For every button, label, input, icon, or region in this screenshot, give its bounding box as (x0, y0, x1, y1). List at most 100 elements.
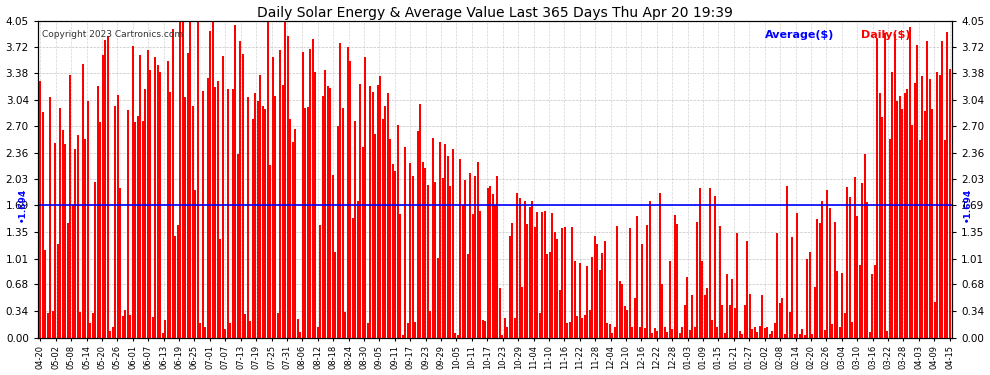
Bar (345, 312, 346, 338)
Bar (941, 41, 943, 338)
Bar (814, 288, 816, 338)
Bar (202, 91, 204, 338)
Bar (145, 89, 147, 338)
Bar (774, 323, 776, 338)
Bar (824, 330, 826, 338)
Bar (524, 201, 526, 338)
Bar (140, 55, 142, 338)
Bar (384, 106, 386, 338)
Text: Daily($): Daily($) (860, 30, 910, 40)
Bar (451, 149, 453, 338)
Bar (686, 278, 688, 338)
Bar (879, 93, 881, 338)
Bar (534, 227, 536, 338)
Bar (629, 228, 631, 338)
Bar (314, 72, 316, 338)
Bar (746, 242, 748, 338)
Bar (881, 117, 883, 338)
Bar (809, 252, 811, 338)
Bar (79, 312, 81, 338)
Bar (742, 334, 743, 338)
Bar (374, 134, 376, 338)
Bar (591, 257, 593, 338)
Bar (866, 202, 868, 338)
Bar (414, 322, 416, 338)
Bar (489, 186, 491, 338)
Bar (47, 313, 49, 338)
Bar (546, 254, 548, 338)
Bar (119, 188, 121, 338)
Bar (337, 126, 339, 338)
Bar (556, 239, 558, 338)
Bar (159, 72, 161, 338)
Bar (442, 178, 444, 338)
Bar (948, 69, 950, 338)
Bar (309, 49, 311, 338)
Bar (147, 51, 148, 338)
Bar (559, 290, 561, 338)
Bar (304, 108, 306, 338)
Bar (240, 41, 242, 338)
Bar (566, 324, 568, 338)
Bar (97, 86, 99, 338)
Bar (342, 108, 344, 338)
Bar (896, 100, 898, 338)
Bar (537, 212, 539, 338)
Bar (804, 335, 806, 338)
Bar (235, 25, 237, 338)
Bar (259, 75, 261, 338)
Bar (64, 144, 66, 338)
Bar (456, 335, 458, 338)
Bar (249, 321, 251, 338)
Text: •1.694: •1.694 (963, 188, 972, 222)
Bar (486, 188, 488, 338)
Bar (102, 55, 104, 338)
Bar (307, 107, 309, 338)
Bar (717, 327, 719, 338)
Bar (412, 176, 414, 338)
Bar (399, 214, 401, 338)
Bar (863, 154, 865, 338)
Bar (376, 85, 378, 338)
Bar (284, 21, 286, 338)
Bar (174, 236, 176, 338)
Bar (149, 70, 151, 338)
Bar (609, 324, 611, 338)
Bar (45, 250, 47, 338)
Bar (351, 218, 353, 338)
Bar (674, 215, 676, 338)
Bar (596, 244, 598, 338)
Bar (748, 294, 750, 338)
Bar (349, 61, 351, 338)
Bar (359, 84, 361, 338)
Bar (137, 116, 139, 338)
Bar (72, 206, 74, 338)
Bar (104, 40, 106, 338)
Bar (946, 33, 948, 338)
Bar (519, 198, 521, 338)
Bar (669, 261, 671, 338)
Title: Daily Solar Energy & Average Value Last 365 Days Thu Apr 20 19:39: Daily Solar Energy & Average Value Last … (257, 6, 733, 20)
Bar (943, 140, 945, 338)
Bar (369, 86, 371, 338)
Bar (648, 201, 650, 338)
Bar (642, 244, 644, 338)
Bar (230, 324, 232, 338)
Bar (189, 21, 191, 338)
Bar (242, 54, 244, 338)
Bar (579, 263, 581, 338)
Bar (627, 310, 629, 338)
Bar (256, 100, 258, 338)
Bar (889, 139, 891, 338)
Bar (624, 306, 626, 338)
Bar (676, 224, 678, 338)
Bar (107, 36, 109, 338)
Bar (354, 121, 356, 338)
Bar (617, 226, 619, 338)
Bar (827, 190, 829, 338)
Bar (397, 125, 399, 338)
Bar (894, 34, 896, 338)
Bar (471, 214, 473, 338)
Bar (227, 89, 229, 338)
Bar (811, 334, 813, 338)
